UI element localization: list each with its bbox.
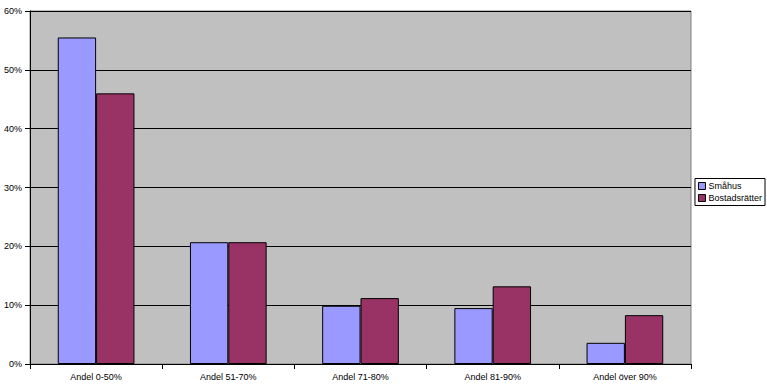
svg-text:0%: 0% bbox=[9, 359, 22, 369]
svg-text:60%: 60% bbox=[4, 6, 22, 16]
svg-text:Bostadsrätter: Bostadsrätter bbox=[708, 193, 762, 203]
svg-text:Andel 71-80%: Andel 71-80% bbox=[332, 372, 389, 382]
svg-text:20%: 20% bbox=[4, 241, 22, 251]
svg-text:Andel 0-50%: Andel 0-50% bbox=[70, 372, 122, 382]
svg-text:50%: 50% bbox=[4, 65, 22, 75]
svg-text:10%: 10% bbox=[4, 300, 22, 310]
svg-text:40%: 40% bbox=[4, 124, 22, 134]
svg-text:Andel 51-70%: Andel 51-70% bbox=[200, 372, 257, 382]
svg-text:Andel 81-90%: Andel 81-90% bbox=[464, 372, 521, 382]
svg-text:Andel över 90%: Andel över 90% bbox=[593, 372, 657, 382]
svg-text:30%: 30% bbox=[4, 183, 22, 193]
svg-text:Småhus: Småhus bbox=[708, 181, 742, 191]
